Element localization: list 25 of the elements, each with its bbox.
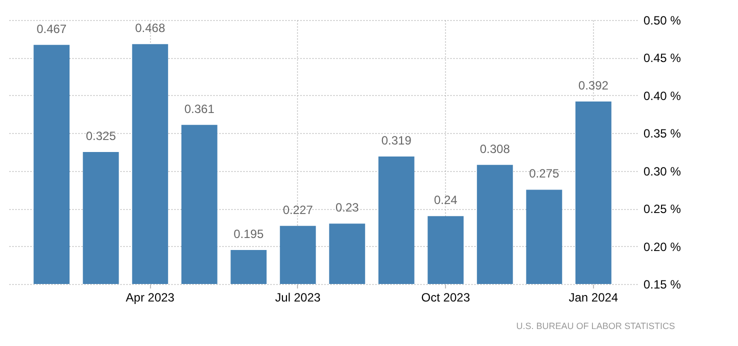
x-tick-label: Oct 2023 bbox=[421, 290, 470, 304]
data-label: 0.308 bbox=[480, 142, 510, 156]
y-tick-label: 0.40 % bbox=[644, 88, 682, 103]
x-tick-label: Jan 2024 bbox=[568, 290, 618, 304]
data-label: 0.227 bbox=[282, 202, 314, 217]
y-tick-label: 0.25 % bbox=[644, 202, 682, 216]
y-tick-label: 0.35 % bbox=[644, 126, 682, 141]
data-label: 0.361 bbox=[184, 102, 215, 116]
x-tick-label: Jul 2023 bbox=[275, 290, 321, 304]
y-tick-label: 0.30 % bbox=[644, 164, 682, 178]
data-label: 0.195 bbox=[234, 227, 264, 242]
y-tick-label: 0.50 % bbox=[644, 14, 682, 28]
data-label: 0.468 bbox=[135, 21, 166, 36]
x-tick-label: Apr 2023 bbox=[126, 290, 175, 304]
data-label: 0.275 bbox=[529, 166, 560, 181]
data-label: 0.23 bbox=[335, 200, 360, 215]
data-label: 0.467 bbox=[36, 22, 67, 36]
data-label: 0.325 bbox=[86, 129, 116, 143]
data-label: 0.24 bbox=[434, 193, 458, 208]
data-label: 0.392 bbox=[578, 78, 609, 92]
y-tick-label: 0.45 % bbox=[644, 51, 682, 66]
y-tick-label: 0.15 % bbox=[644, 278, 682, 292]
y-tick-label: 0.20 % bbox=[644, 240, 682, 254]
text: U.S. BUREAU OF LABOR STATISTICS bbox=[516, 321, 675, 331]
data-label: 0.319 bbox=[381, 134, 412, 148]
